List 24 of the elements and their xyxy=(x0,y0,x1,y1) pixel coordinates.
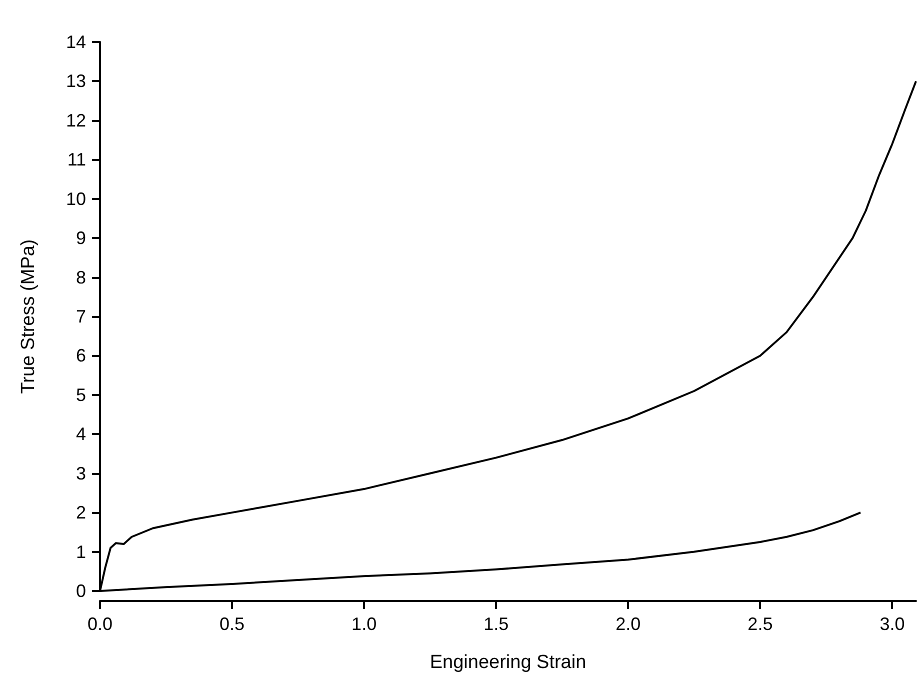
x-tick-label: 1.5 xyxy=(484,614,509,634)
x-tick-label: 3.0 xyxy=(880,614,905,634)
y-tick-label: 6 xyxy=(76,346,86,366)
y-tick-label: 11 xyxy=(67,150,86,170)
y-tick-label: 5 xyxy=(76,384,86,405)
y-tick-label: 14 xyxy=(66,32,86,52)
x-tick-label: 2.0 xyxy=(616,614,641,634)
y-tick-label: 13 xyxy=(66,71,86,92)
y-tick-label: 0 xyxy=(76,581,86,601)
x-tick-label: 1.0 xyxy=(352,614,377,634)
y-tick-label: 12 xyxy=(66,110,86,130)
x-tick-label: 0.5 xyxy=(220,614,245,634)
x-axis-title: Engineering Strain xyxy=(430,652,586,673)
y-tick-label: 10 xyxy=(66,188,86,209)
x-tick-label: 0.0 xyxy=(87,614,113,634)
y-tick-label: 9 xyxy=(76,228,86,248)
x-tick-label: 2.5 xyxy=(748,614,773,634)
y-axis-title: True Stress (MPa) xyxy=(18,239,39,394)
y-tick-label: 2 xyxy=(76,502,86,523)
y-tick-label: 4 xyxy=(76,424,86,444)
y-tick-label: 1 xyxy=(76,542,86,562)
y-tick-label: 7 xyxy=(76,306,86,326)
y-tick-label: 8 xyxy=(76,267,86,288)
y-tick-label: 3 xyxy=(76,463,86,484)
